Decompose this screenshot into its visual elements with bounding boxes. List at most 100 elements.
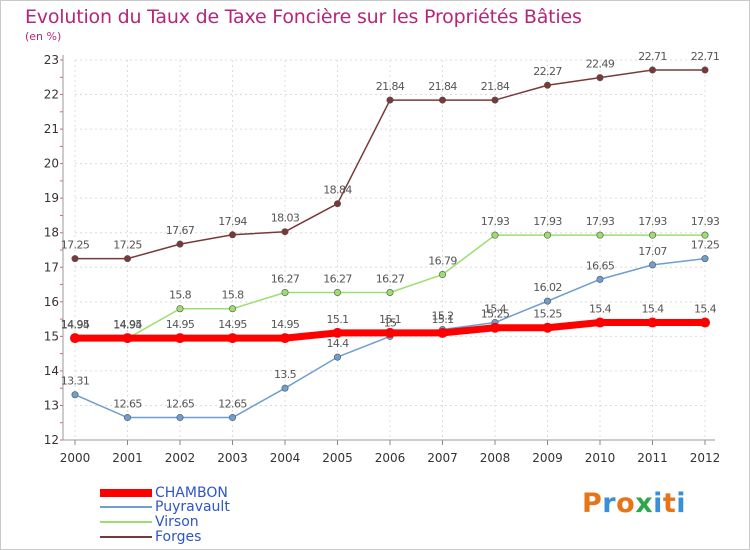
legend-swatch-puyravault (100, 506, 152, 508)
data-point-forges (229, 231, 237, 239)
y-tick-label: 14 (44, 364, 59, 378)
data-point-chambon (227, 333, 238, 344)
data-point-puyravault (71, 391, 79, 399)
x-tick-label: 2004 (270, 451, 301, 465)
data-point-virson (491, 231, 499, 239)
data-point-forges (648, 66, 656, 74)
data-label-chambon: 15.1 (379, 313, 401, 326)
y-tick-label: 17 (44, 260, 59, 274)
data-point-virson (596, 231, 604, 239)
data-point-puyravault (543, 297, 551, 305)
data-point-chambon (595, 317, 605, 328)
data-point-virson (333, 288, 341, 296)
data-label-forges: 17.67 (166, 224, 195, 237)
y-tick-label: 19 (44, 191, 59, 205)
data-label-forges: 17.25 (61, 239, 90, 252)
legend-swatch-virson (100, 521, 152, 523)
data-label-chambon: 14.95 (218, 318, 247, 331)
data-point-chambon (175, 333, 185, 344)
data-label-puyravault: 17.07 (638, 245, 667, 258)
data-label-forges: 22.71 (691, 50, 720, 63)
y-tick-label: 15 (44, 329, 59, 343)
data-point-forges (124, 255, 132, 263)
data-label-forges: 17.25 (113, 239, 142, 252)
data-label-forges: 18.03 (271, 212, 300, 225)
data-point-forges (491, 96, 499, 104)
data-labels: 13.31 12.65 12.65 12.65 13.5 14.4 15 15.2 15.4 16… (61, 50, 721, 411)
data-point-puyravault (229, 414, 237, 422)
data-point-forges (71, 255, 79, 263)
data-point-virson (543, 231, 551, 239)
data-label-forges: 21.84 (376, 80, 405, 93)
legend-label-chambon: CHAMBON (155, 485, 228, 501)
data-label-puyravault: 13.5 (274, 368, 297, 381)
data-point-chambon (70, 333, 80, 344)
data-point-forges (438, 96, 446, 104)
data-label-forges: 22.27 (533, 65, 562, 78)
data-point-forges (701, 66, 709, 74)
data-point-puyravault (124, 414, 132, 422)
data-point-virson (438, 271, 446, 279)
data-label-chambon: 15.1 (326, 313, 348, 326)
data-point-virson (701, 231, 709, 239)
data-point-forges (333, 200, 341, 208)
data-point-chambon (437, 327, 448, 338)
data-label-forges: 22.71 (638, 50, 667, 63)
x-tick-label: 2005 (322, 451, 353, 465)
y-tick-label: 12 (44, 433, 59, 447)
legend-label-forges: Forges (155, 529, 202, 545)
data-label-puyravault: 16.02 (533, 281, 562, 294)
data-label-puyravault: 17.25 (691, 239, 720, 252)
data-point-puyravault (648, 261, 656, 269)
x-tick-label: 2000 (60, 451, 91, 465)
data-label-chambon: 14.95 (61, 318, 90, 331)
logo-letter: i (676, 488, 687, 519)
legend-swatch-forges (100, 536, 152, 538)
logo-letter: o (616, 488, 636, 519)
x-tick-label: 2006 (375, 451, 406, 465)
y-tick-label: 22 (44, 88, 59, 102)
data-point-chambon (542, 322, 553, 333)
y-tick-label: 21 (44, 122, 59, 136)
x-tick-label: 2012 (690, 451, 721, 465)
y-tick-label: 23 (44, 53, 59, 67)
data-label-virson: 14.94 (61, 318, 90, 331)
data-point-chambon (122, 333, 133, 344)
data-point-puyravault (176, 414, 184, 422)
data-label-forges: 21.84 (428, 80, 457, 93)
chart-title: Evolution du Taux de Taxe Foncière sur l… (25, 6, 582, 28)
y-tick-label: 16 (44, 295, 59, 309)
data-point-forges (596, 74, 604, 82)
series-layer (70, 66, 710, 422)
data-label-chambon: 15.4 (694, 303, 717, 316)
data-label-puyravault: 15.4 (484, 303, 507, 316)
data-point-chambon (647, 317, 658, 328)
logo-letter: x (635, 488, 654, 519)
data-point-virson (648, 231, 656, 239)
data-label-forges: 21.84 (481, 80, 510, 93)
x-tick-label: 2009 (532, 451, 563, 465)
data-label-virson: 16.27 (323, 272, 352, 285)
data-label-puyravault: 15.2 (431, 309, 453, 322)
data-point-virson (386, 288, 394, 296)
data-label-forges: 17.94 (218, 215, 247, 228)
proxiti-logo: Proxiti (582, 488, 686, 519)
data-label-virson: 16.27 (376, 272, 405, 285)
logo-letter: i (653, 488, 663, 519)
data-label-virson: 16.79 (428, 255, 457, 268)
x-tick-label: 2011 (637, 451, 668, 465)
data-label-forges: 22.49 (586, 58, 615, 71)
y-tick-label: 13 (44, 398, 59, 412)
data-label-puyravault: 15 (384, 316, 397, 329)
data-label-virson: 14.94 (113, 318, 142, 331)
legend-swatch-chambon (100, 489, 152, 497)
data-label-virson: 17.93 (691, 215, 720, 228)
data-label-chambon: 15.1 (431, 313, 453, 326)
data-label-virson: 17.93 (638, 215, 667, 228)
data-point-chambon (385, 327, 395, 338)
data-point-puyravault (596, 275, 604, 283)
data-point-puyravault (333, 353, 341, 361)
data-point-virson (176, 305, 184, 313)
data-label-puyravault: 16.65 (586, 259, 615, 272)
